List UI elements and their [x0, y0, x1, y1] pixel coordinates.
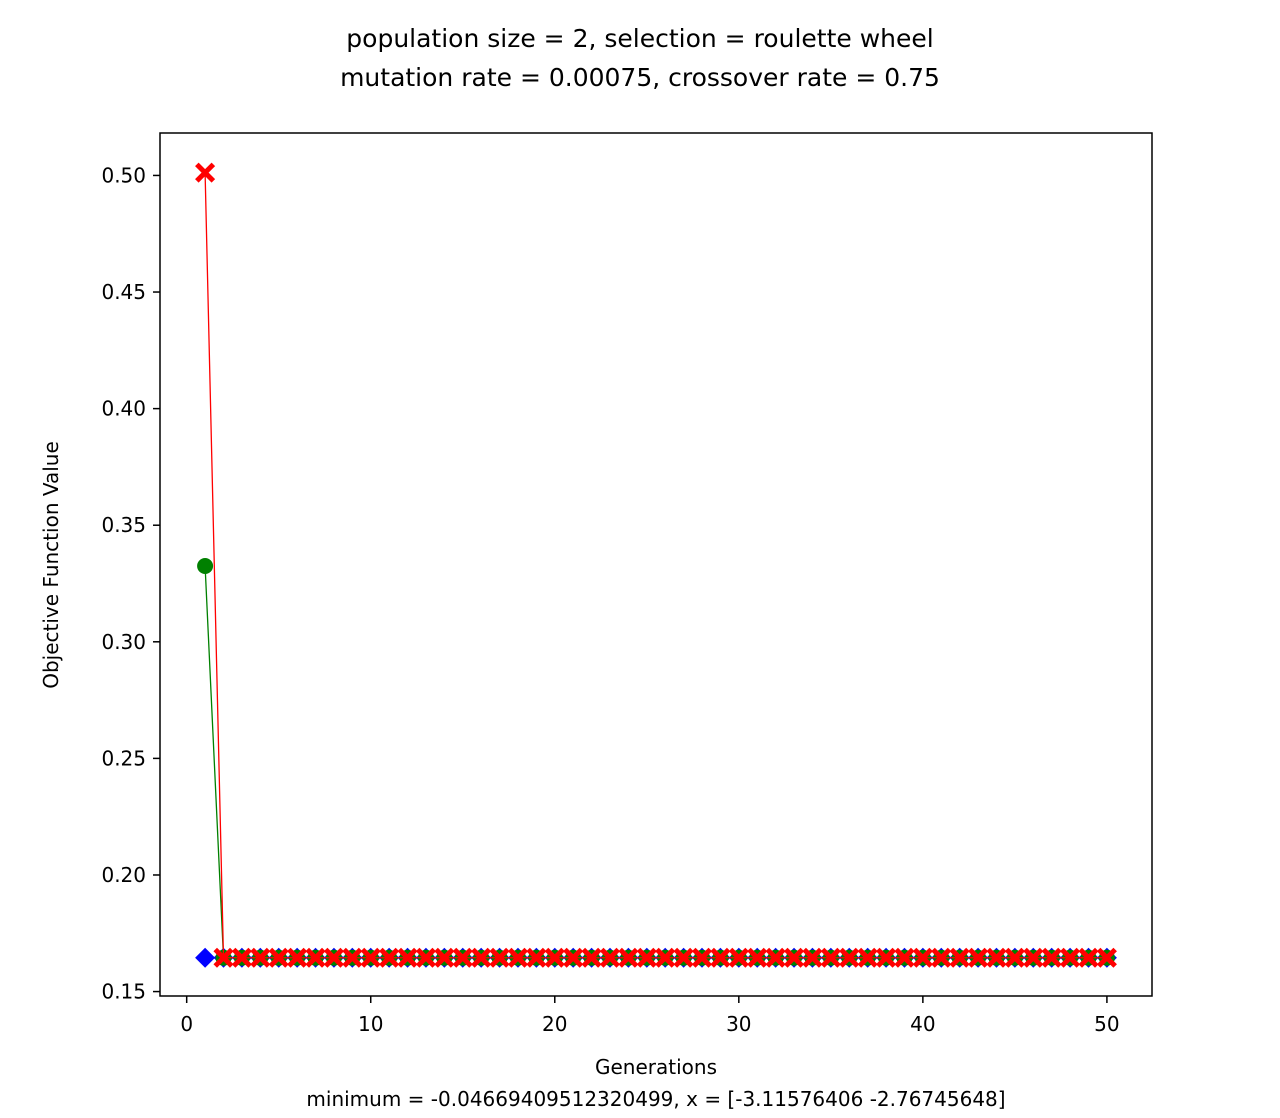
data-point [507, 947, 529, 968]
x-tick-label: 40 [910, 1012, 935, 1036]
x-tick-label: 50 [1094, 1012, 1119, 1036]
y-axis-label: Objective Function Value [39, 441, 63, 689]
data-point [783, 947, 805, 968]
data-point [1060, 947, 1081, 968]
x-tick-label: 0 [180, 1012, 193, 1036]
data-point [231, 947, 252, 968]
data-point [691, 947, 713, 968]
x-axis-label: Generations [595, 1055, 717, 1079]
data-point [857, 947, 878, 968]
x-tick-label: 30 [726, 1012, 751, 1036]
data-point [197, 558, 214, 575]
data-point [1078, 947, 1099, 968]
chart-footer: minimum = -0.04669409512320499, x = [-3.… [306, 1087, 1005, 1111]
data-point [618, 947, 639, 968]
data-point [397, 947, 418, 968]
y-tick-label: 0.30 [101, 630, 146, 654]
y-tick-label: 0.40 [101, 397, 146, 421]
data-point [802, 947, 823, 968]
series-line [204, 565, 1107, 959]
plot-frame [159, 132, 1153, 997]
data-point [968, 947, 989, 968]
data-point [839, 947, 860, 968]
y-tick-label: 0.25 [101, 746, 146, 770]
data-point [986, 947, 1007, 968]
series-x [195, 162, 1117, 968]
series-line [204, 172, 1107, 959]
data-point [581, 947, 602, 968]
x-tick-label: 20 [542, 1012, 567, 1036]
y-tick-label: 0.35 [101, 513, 146, 537]
data-point [563, 947, 584, 968]
data-point [1041, 947, 1062, 968]
chart-title-line1: population size = 2, selection = roulett… [346, 24, 933, 53]
data-point [195, 947, 216, 968]
data-point [931, 947, 952, 968]
series-circle [197, 558, 1115, 966]
data-point [710, 947, 731, 968]
data-point [673, 947, 694, 968]
data-point [195, 162, 216, 183]
data-point [268, 947, 289, 968]
data-point [636, 947, 657, 968]
data-point [526, 947, 547, 968]
data-point [655, 947, 676, 968]
data-point [471, 947, 492, 968]
data-point [213, 947, 234, 968]
data-point [323, 947, 344, 968]
data-point [949, 947, 970, 968]
data-point [1004, 947, 1025, 968]
data-point [1096, 947, 1117, 968]
data-point [894, 947, 915, 968]
data-point [434, 947, 455, 968]
data-point [599, 947, 621, 968]
y-tick-label: 0.50 [101, 163, 146, 187]
data-point [912, 947, 933, 968]
data-point [360, 947, 381, 968]
data-point [820, 947, 841, 968]
data-point [489, 947, 510, 968]
series-layer [195, 162, 1117, 968]
data-point [415, 947, 436, 968]
y-tick-label: 0.15 [101, 980, 146, 1004]
ticks-layer: 0 10 20 30 40 50 0.15 0.20 0.25 0.30 0.35 0.40 0.45 0… [101, 163, 1119, 1036]
data-point [250, 947, 271, 968]
data-point [765, 947, 786, 968]
data-point [452, 947, 473, 968]
data-point [747, 947, 768, 968]
data-point [379, 947, 400, 968]
y-tick-label: 0.45 [101, 280, 146, 304]
data-point [1023, 947, 1044, 968]
data-point [728, 947, 749, 968]
data-point [287, 947, 308, 968]
x-tick-label: 10 [358, 1012, 383, 1036]
data-point [342, 947, 363, 968]
data-point [876, 947, 897, 968]
y-tick-label: 0.20 [101, 863, 146, 887]
chart-title-line2: mutation rate = 0.00075, crossover rate … [340, 63, 940, 92]
data-point [305, 947, 326, 968]
data-point [544, 947, 565, 968]
